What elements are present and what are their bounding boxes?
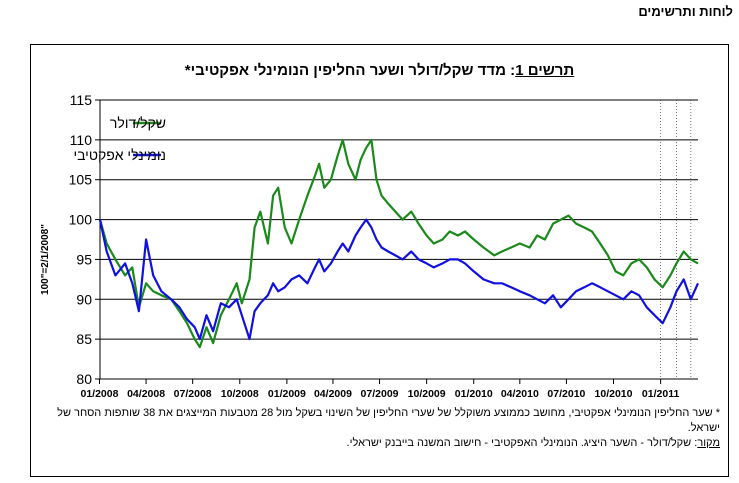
x-tick-label: 04/2008 bbox=[127, 388, 165, 400]
legend-label: שקל/דולר bbox=[110, 115, 166, 131]
y-tick-label: 80 bbox=[76, 371, 92, 387]
x-tick-label: 10/2008 bbox=[221, 388, 259, 400]
x-tick-label: 01/2009 bbox=[268, 388, 306, 400]
y-tick-label: 85 bbox=[76, 331, 92, 347]
x-tick-label: 07/2010 bbox=[547, 388, 585, 400]
source-text: : שקל/דולר - השער היציג. הנומינלי האפקטי… bbox=[346, 437, 698, 449]
chart-footnotes: * שער החליפין הנומינלי אפקטיבי, מחושב כמ… bbox=[40, 406, 720, 451]
x-tick-label: 04/2009 bbox=[314, 388, 352, 400]
footnote-method: * שער החליפין הנומינלי אפקטיבי, מחושב כמ… bbox=[57, 407, 720, 434]
x-tick-label: 01/2011 bbox=[642, 388, 680, 400]
x-tick-label: 01/2008 bbox=[81, 388, 119, 400]
y-tick-label: 115 bbox=[70, 92, 93, 108]
y-axis-title: 100"=2/1/2008" bbox=[40, 224, 51, 295]
legend-label: נומינלי אפקטיבי bbox=[73, 147, 166, 163]
chart-title-prefix: תרשים 1 bbox=[515, 62, 575, 79]
y-tick-label: 105 bbox=[69, 172, 93, 188]
footnote-source: מקור: שקל/דולר - השער היציג. הנומינלי הא… bbox=[40, 436, 720, 451]
source-label: מקור bbox=[697, 437, 720, 449]
chart-title-text: : מדד שקל/דולר ושער החליפין הנומינלי אפק… bbox=[184, 62, 516, 79]
x-tick-label: 01/2010 bbox=[455, 388, 493, 400]
x-tick-label: 04/2010 bbox=[501, 388, 539, 400]
chart-frame bbox=[30, 44, 729, 477]
page-header: לוחות ותרשימים bbox=[638, 4, 733, 19]
x-tick-label: 07/2009 bbox=[361, 388, 399, 400]
y-tick-label: 95 bbox=[76, 251, 92, 267]
y-tick-label: 110 bbox=[70, 132, 93, 148]
chart-title: תרשים 1: מדד שקל/דולר ושער החליפין הנומי… bbox=[30, 62, 729, 79]
y-tick-label: 90 bbox=[76, 291, 92, 307]
series-line-nominal-effective bbox=[98, 218, 700, 341]
series-line-shekel-dollar bbox=[98, 138, 699, 349]
x-tick-label: 10/2009 bbox=[408, 388, 446, 400]
y-tick-label: 100 bbox=[69, 212, 93, 228]
x-tick-label: 10/2010 bbox=[595, 388, 633, 400]
x-tick-label: 07/2008 bbox=[174, 388, 212, 400]
